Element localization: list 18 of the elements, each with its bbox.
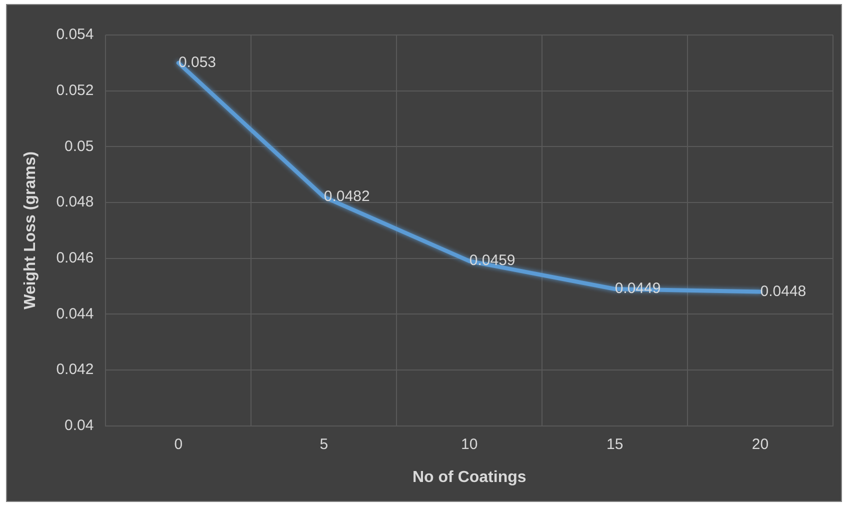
x-tick-label: 15 [606, 436, 624, 453]
y-tick-label: 0.044 [56, 305, 94, 322]
y-tick-label: 0.052 [56, 82, 94, 99]
y-tick-label: 0.046 [56, 249, 94, 266]
x-tick-label: 0 [174, 436, 183, 453]
data-label: 0.053 [178, 54, 216, 72]
x-tick-label: 10 [461, 436, 478, 453]
x-tick-label: 5 [320, 436, 328, 453]
y-tick-label: 0.05 [64, 138, 94, 155]
y-tick-label: 0.042 [56, 361, 94, 378]
data-label: 0.0482 [324, 188, 370, 206]
y-axis-title: Weight Loss (grams) [22, 151, 40, 310]
y-tick-label: 0.054 [56, 26, 94, 44]
y-tick-label: 0.048 [56, 194, 94, 211]
y-tick-label: 0.04 [64, 416, 94, 434]
x-tick-label: 20 [752, 436, 769, 453]
x-axis-title: No of Coatings [412, 468, 526, 486]
data-label: 0.0448 [760, 282, 806, 300]
